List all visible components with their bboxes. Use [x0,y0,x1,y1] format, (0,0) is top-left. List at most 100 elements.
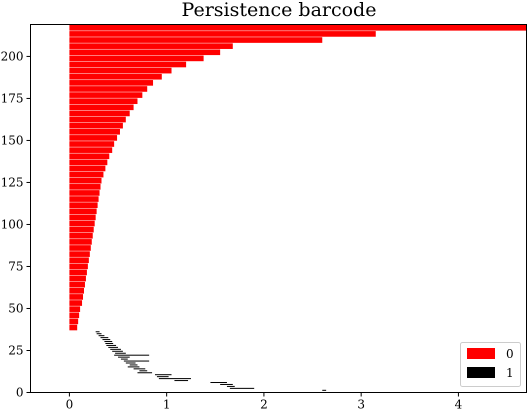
barcode-bar-dim0 [69,214,96,221]
barcode-bar-dim0 [69,43,233,49]
y-tick-label: 125 [1,175,24,189]
barcode-bar-dim0 [69,281,85,288]
barcode-bar-dim0 [69,110,130,117]
barcode-bar-dim1 [174,380,189,382]
barcode-bar-dim0 [69,165,106,172]
barcode-bar-dim1 [123,360,150,362]
legend: 0 1 [460,342,521,387]
legend-label-0: 0 [506,347,514,361]
barcode-bar-dim0 [69,104,134,111]
barcode-bar-dim0 [69,67,172,74]
barcode-bar-dim1 [129,364,138,366]
barcode-bar-dim1 [118,356,130,358]
barcode-bar-dim0 [69,300,83,306]
plot-area [69,24,527,391]
barcode-bar-dim1 [154,374,172,376]
legend-swatch-0 [467,348,495,359]
barcode-bar-dim0 [69,288,84,294]
barcode-bar-dim0 [69,73,162,80]
barcode-bar-dim0 [69,306,81,312]
x-tick-label: 3 [357,398,365,412]
y-tick-label: 25 [8,343,23,357]
y-axis: 0 25 50 75 100 125 150 175 200 [1,49,31,400]
legend-label-1: 1 [506,366,514,380]
barcode-bar-dim1 [120,358,128,360]
barcode-bar-dim0 [69,116,126,123]
x-axis: 0 1 2 3 4 [66,392,463,412]
barcode-bar-dim0 [69,49,221,56]
barcode-bar-dim1 [106,344,117,346]
x-tick-label: 4 [455,398,463,412]
legend-swatch-1 [467,367,495,378]
barcode-bar-dim0 [69,55,204,62]
barcode-bar-dim0 [69,269,87,276]
barcode-bar-dim1 [96,333,102,335]
barcode-bar-dim1 [322,389,327,391]
chart-title: Persistence barcode [182,0,377,21]
x-tick-label: 1 [163,398,171,412]
barcode-bar-dim1 [226,385,235,387]
barcode-bar-dim0 [69,184,101,190]
y-tick-label: 175 [1,91,24,105]
barcode-bar-dim0 [69,37,323,43]
x-tick-label: 0 [66,398,74,412]
barcode-bar-dim0 [69,190,100,196]
barcode-bar-dim0 [69,80,154,86]
barcode-bar-dim1 [114,354,150,356]
barcode-bar-dim1 [100,337,109,339]
barcode-bar-dim0 [69,128,120,135]
barcode-bar-dim0 [69,263,88,270]
barcode-bar-dim1 [125,362,136,364]
x-tick-label: 2 [260,398,268,412]
barcode-bar-dim0 [69,202,98,208]
barcode-bar-dim0 [69,98,138,105]
barcode-bar-dim0 [69,312,80,319]
barcode-bar-dim0 [69,86,148,92]
barcode-bar-dim0 [69,31,376,37]
barcode-bar-dim0 [69,24,527,31]
axes-frame [30,24,527,393]
y-tick-label: 100 [1,217,24,231]
barcode-bar-dim1 [158,378,191,380]
barcode-bar-dim0 [69,196,99,202]
barcode-bar-dim0 [69,275,86,282]
barcode-bar-dim0 [69,208,97,215]
y-tick-label: 75 [8,259,23,273]
barcode-bar-dim0 [69,232,93,239]
barcode-bar-dim1 [115,352,126,354]
barcode-bar-dim0 [69,147,113,153]
barcode-bar-dim0 [69,324,78,331]
barcode-bar-dim0 [69,251,90,257]
barcode-bar-dim1 [112,350,123,352]
barcode-bar-dim1 [139,370,148,372]
barcode-bar-dim1 [137,372,153,374]
barcode-bar-dim0 [69,226,94,233]
y-tick-label: 150 [1,133,24,147]
barcode-bar-dim0 [69,239,92,245]
y-tick-label: 200 [1,49,24,63]
barcode-bar-dim0 [69,257,89,264]
barcode-bar-dim1 [133,368,146,370]
barcode-bar-dim1 [104,341,113,343]
barcode-bar-dim0 [69,171,104,178]
barcode-bar-dim1 [98,335,105,337]
barcode-bar-dim0 [69,141,115,147]
barcode-bar-dim0 [69,61,187,68]
barcode-bar-dim0 [69,294,84,300]
barcode-bar-dim0 [69,92,143,98]
y-tick-label: 50 [8,301,23,315]
barcode-bar-dim1 [156,376,169,378]
barcode-bar-dim0 [69,159,108,166]
barcode-bar-dim0 [69,318,79,325]
barcode-bar-dim1 [105,342,114,344]
barcode-bar-dim0 [69,245,91,251]
barcode-bar-dim1 [108,346,119,348]
barcode-bar-dim1 [229,387,255,389]
barcode-bar-dim1 [110,348,121,350]
barcode-bar-dim0 [69,220,95,227]
barcode-bar-dim0 [69,122,123,129]
barcode-bar-dim0 [69,153,110,160]
barcode-bar-dim1 [95,331,100,333]
barcode-bar-dim1 [102,339,111,341]
